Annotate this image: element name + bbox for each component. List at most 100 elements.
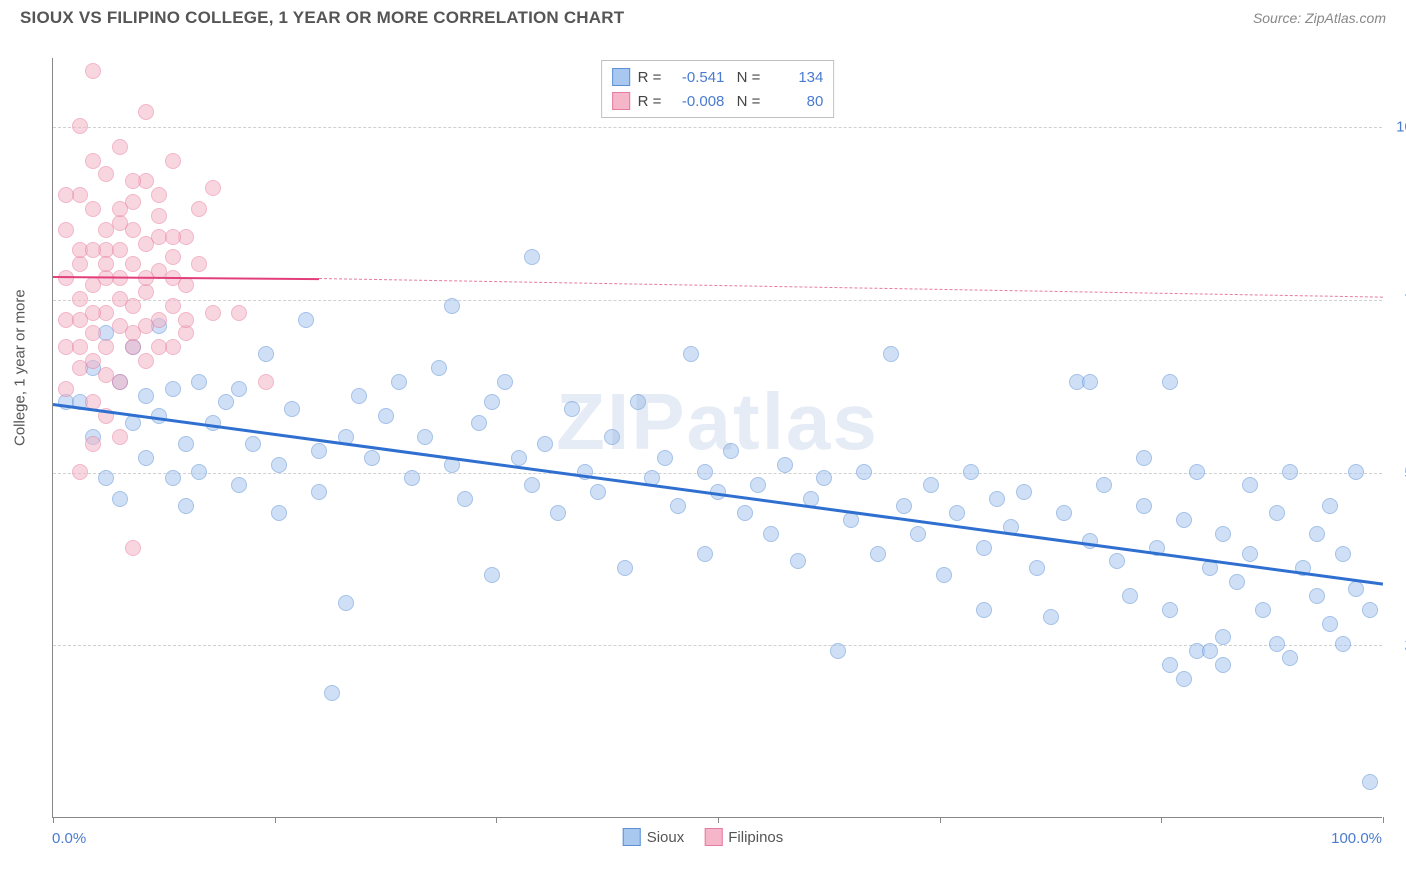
data-point [1082, 374, 1098, 390]
data-point [125, 256, 141, 272]
x-tick-mark [718, 817, 719, 823]
data-point [1335, 636, 1351, 652]
data-point [1348, 464, 1364, 480]
data-point [750, 477, 766, 493]
data-point [1282, 650, 1298, 666]
data-point [763, 526, 779, 542]
x-tick-mark [275, 817, 276, 823]
data-point [457, 491, 473, 507]
data-point [151, 339, 167, 355]
gridline [53, 473, 1382, 474]
data-point [936, 567, 952, 583]
data-point [1096, 477, 1112, 493]
data-point [1136, 498, 1152, 514]
data-point [1202, 643, 1218, 659]
data-point [550, 505, 566, 521]
data-point [949, 505, 965, 521]
legend-swatch [704, 828, 722, 846]
data-point [1029, 560, 1045, 576]
data-point [205, 305, 221, 321]
data-point [311, 484, 327, 500]
x-tick-mark [1383, 817, 1384, 823]
data-point [138, 450, 154, 466]
data-point [72, 464, 88, 480]
data-point [1255, 602, 1271, 618]
data-point [112, 491, 128, 507]
data-point [590, 484, 606, 500]
data-point [98, 367, 114, 383]
data-point [883, 346, 899, 362]
gridline [53, 127, 1382, 128]
data-point [98, 470, 114, 486]
data-point [484, 394, 500, 410]
data-point [417, 429, 433, 445]
data-point [1242, 477, 1258, 493]
data-point [1162, 657, 1178, 673]
data-point [72, 339, 88, 355]
data-point [138, 388, 154, 404]
data-point [338, 595, 354, 611]
data-point [1309, 588, 1325, 604]
data-point [497, 374, 513, 390]
data-point [245, 436, 261, 452]
legend-n-label: N = [732, 69, 760, 86]
data-point [85, 242, 101, 258]
legend-n-value: 134 [768, 69, 823, 86]
data-point [404, 470, 420, 486]
data-point [617, 560, 633, 576]
data-point [1136, 450, 1152, 466]
legend-label: Filipinos [728, 829, 783, 846]
data-point [271, 505, 287, 521]
data-point [191, 201, 207, 217]
data-point [790, 553, 806, 569]
data-point [910, 526, 926, 542]
series-legend: SiouxFilipinos [623, 828, 784, 846]
data-point [683, 346, 699, 362]
data-point [72, 256, 88, 272]
x-axis-max-label: 100.0% [1331, 830, 1382, 847]
data-point [511, 450, 527, 466]
legend-n-label: N = [732, 93, 760, 110]
data-point [125, 222, 141, 238]
data-point [856, 464, 872, 480]
data-point [58, 222, 74, 238]
data-point [989, 491, 1005, 507]
data-point [165, 381, 181, 397]
data-point [72, 291, 88, 307]
data-point [1362, 602, 1378, 618]
data-point [112, 429, 128, 445]
gridline [53, 645, 1382, 646]
data-point [165, 229, 181, 245]
data-point [816, 470, 832, 486]
data-point [870, 546, 886, 562]
data-point [923, 477, 939, 493]
legend-row: R =-0.541 N =134 [612, 65, 824, 89]
data-point [1309, 526, 1325, 542]
data-point [205, 180, 221, 196]
legend-r-value: -0.541 [669, 69, 724, 86]
data-point [1176, 671, 1192, 687]
data-point [191, 464, 207, 480]
data-point [697, 546, 713, 562]
data-point [138, 284, 154, 300]
data-point [58, 381, 74, 397]
data-point [657, 450, 673, 466]
data-point [1242, 546, 1258, 562]
correlation-legend: R =-0.541 N =134R =-0.008 N =80 [601, 60, 835, 118]
data-point [524, 249, 540, 265]
trend-line [53, 403, 1383, 586]
data-point [324, 685, 340, 701]
data-point [391, 374, 407, 390]
data-point [1176, 512, 1192, 528]
data-point [72, 312, 88, 328]
data-point [431, 360, 447, 376]
data-point [1348, 581, 1364, 597]
chart-plot-area: R =-0.541 N =134R =-0.008 N =80 ZIPatlas… [52, 58, 1382, 818]
data-point [98, 222, 114, 238]
data-point [125, 339, 141, 355]
data-point [178, 436, 194, 452]
data-point [604, 429, 620, 445]
data-point [697, 464, 713, 480]
data-point [85, 325, 101, 341]
data-point [258, 346, 274, 362]
